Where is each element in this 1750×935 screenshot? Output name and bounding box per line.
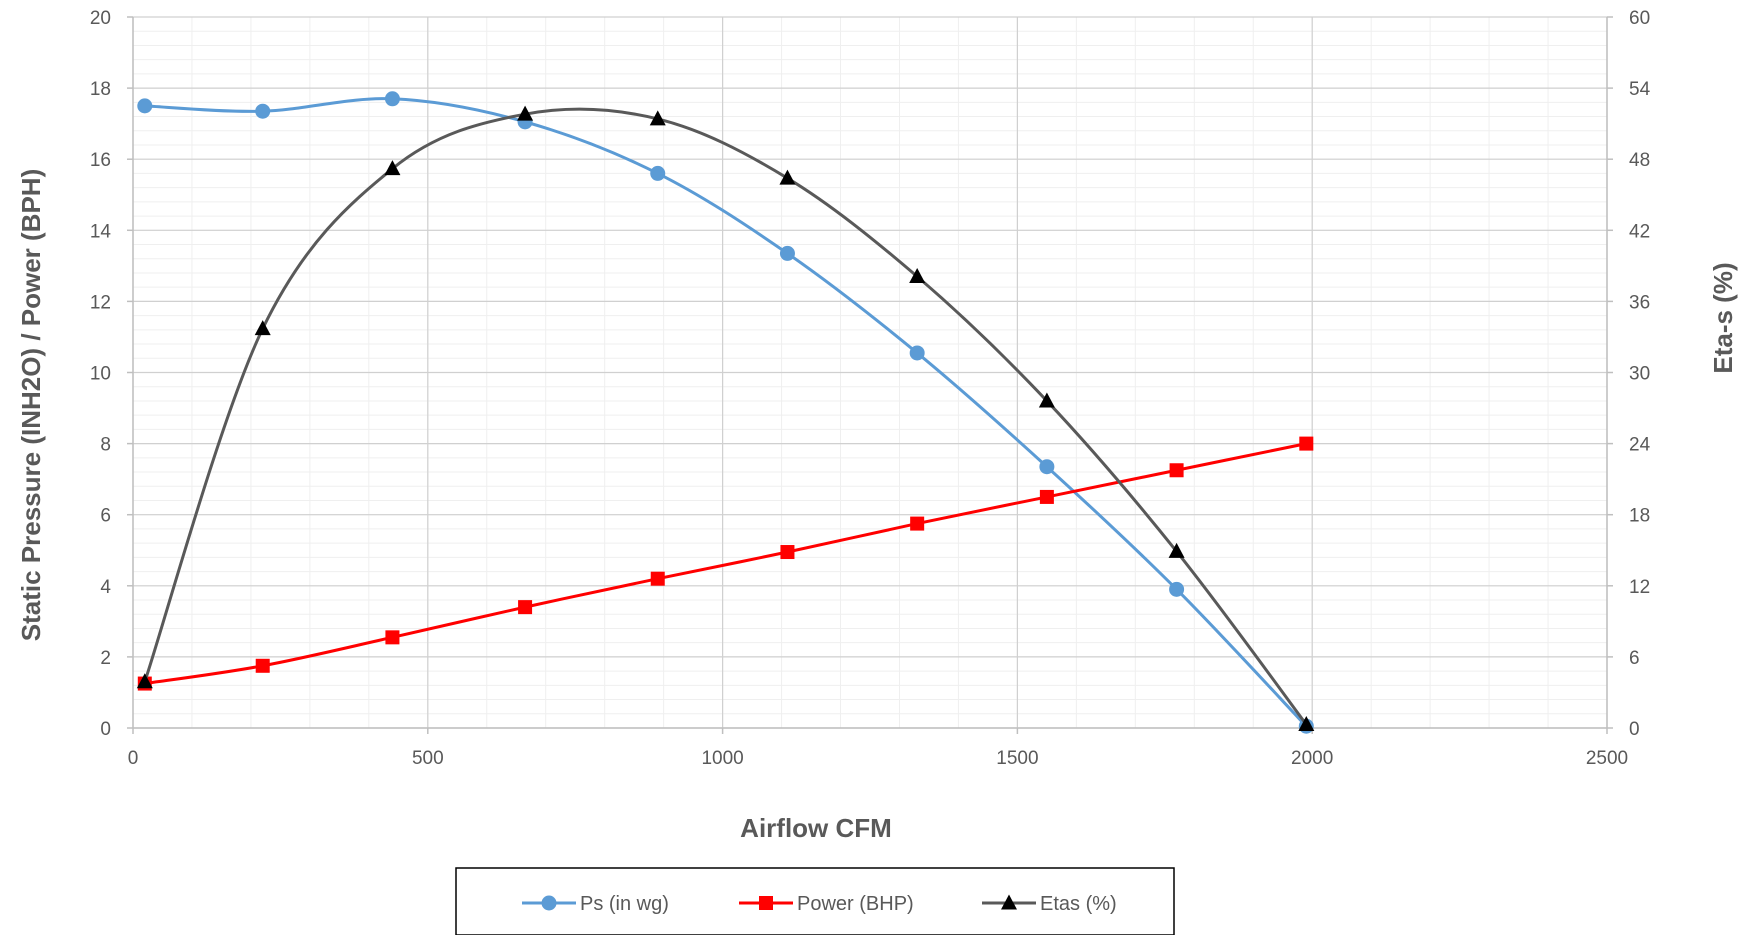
y-left-tick-label: 0 (100, 719, 111, 740)
legend-label-etas: Etas (%) (1040, 893, 1117, 915)
axes-layer: 0 500 1000 1500 2000 250002468101214161820061… (90, 8, 1651, 769)
data-point-etas (255, 320, 271, 335)
y-right-tick-label: 42 (1629, 221, 1650, 242)
y-left-tick-label: 14 (90, 221, 112, 242)
y-left-axis-title: Static Pressure (INH2O) / Power (BPH) (16, 169, 46, 641)
data-point-ps (780, 246, 795, 261)
y-left-tick-label: 16 (90, 150, 111, 171)
y-right-tick-label: 0 (1629, 719, 1640, 740)
y-left-tick-label: 20 (90, 8, 111, 29)
y-left-tick-label: 8 (100, 435, 111, 456)
y-right-tick-label: 24 (1629, 435, 1651, 456)
data-point-power (651, 572, 665, 586)
x-axis-title: Airflow CFM (740, 813, 892, 843)
legend-label-power: Power (BHP) (797, 893, 914, 915)
y-right-tick-label: 36 (1629, 292, 1650, 313)
data-point-power (910, 517, 924, 531)
data-point-ps (137, 98, 152, 113)
legend: Ps (in wg) Power (BHP) Etas (%) (456, 868, 1174, 935)
y-left-tick-label: 4 (100, 577, 111, 598)
x-tick-label: 1500 (996, 748, 1038, 769)
x-tick-label: 1000 (701, 748, 743, 769)
series-line-ps (145, 99, 1307, 727)
data-point-power (385, 630, 399, 644)
y-right-tick-label: 60 (1629, 8, 1650, 29)
y-left-tick-label: 10 (90, 364, 111, 385)
x-tick-label: 0 (128, 748, 139, 769)
x-tick-label: 500 (412, 748, 444, 769)
y-right-axis-title: Eta-s (%) (1708, 262, 1738, 373)
series-power (138, 437, 1314, 691)
data-point-power (1170, 463, 1184, 477)
y-left-tick-label: 12 (90, 292, 111, 313)
legend-label-ps: Ps (in wg) (580, 893, 669, 915)
y-right-tick-label: 30 (1629, 364, 1650, 385)
legend-marker-ps (542, 896, 557, 911)
series-etas (137, 106, 1315, 731)
data-point-power (780, 545, 794, 559)
y-left-tick-label: 6 (100, 506, 111, 527)
y-right-tick-label: 54 (1629, 79, 1651, 100)
data-point-ps (650, 166, 665, 181)
y-left-tick-label: 18 (90, 79, 111, 100)
y-left-tick-label: 2 (100, 648, 111, 669)
data-point-ps (910, 345, 925, 360)
data-point-ps (385, 91, 400, 106)
legend-marker-power (759, 896, 773, 910)
x-tick-label: 2000 (1291, 748, 1333, 769)
data-point-power (1040, 490, 1054, 504)
y-right-tick-label: 6 (1629, 648, 1640, 669)
data-point-ps (1039, 459, 1054, 474)
y-right-tick-label: 18 (1629, 506, 1650, 527)
data-point-power (256, 659, 270, 673)
data-point-ps (1169, 582, 1184, 597)
data-point-power (1299, 437, 1313, 451)
y-right-tick-label: 48 (1629, 150, 1650, 171)
y-right-tick-label: 12 (1629, 577, 1650, 598)
grid-layer (133, 17, 1607, 728)
data-point-ps (255, 104, 270, 119)
series-line-power (145, 444, 1307, 684)
x-tick-label: 2500 (1586, 748, 1628, 769)
data-point-power (518, 600, 532, 614)
